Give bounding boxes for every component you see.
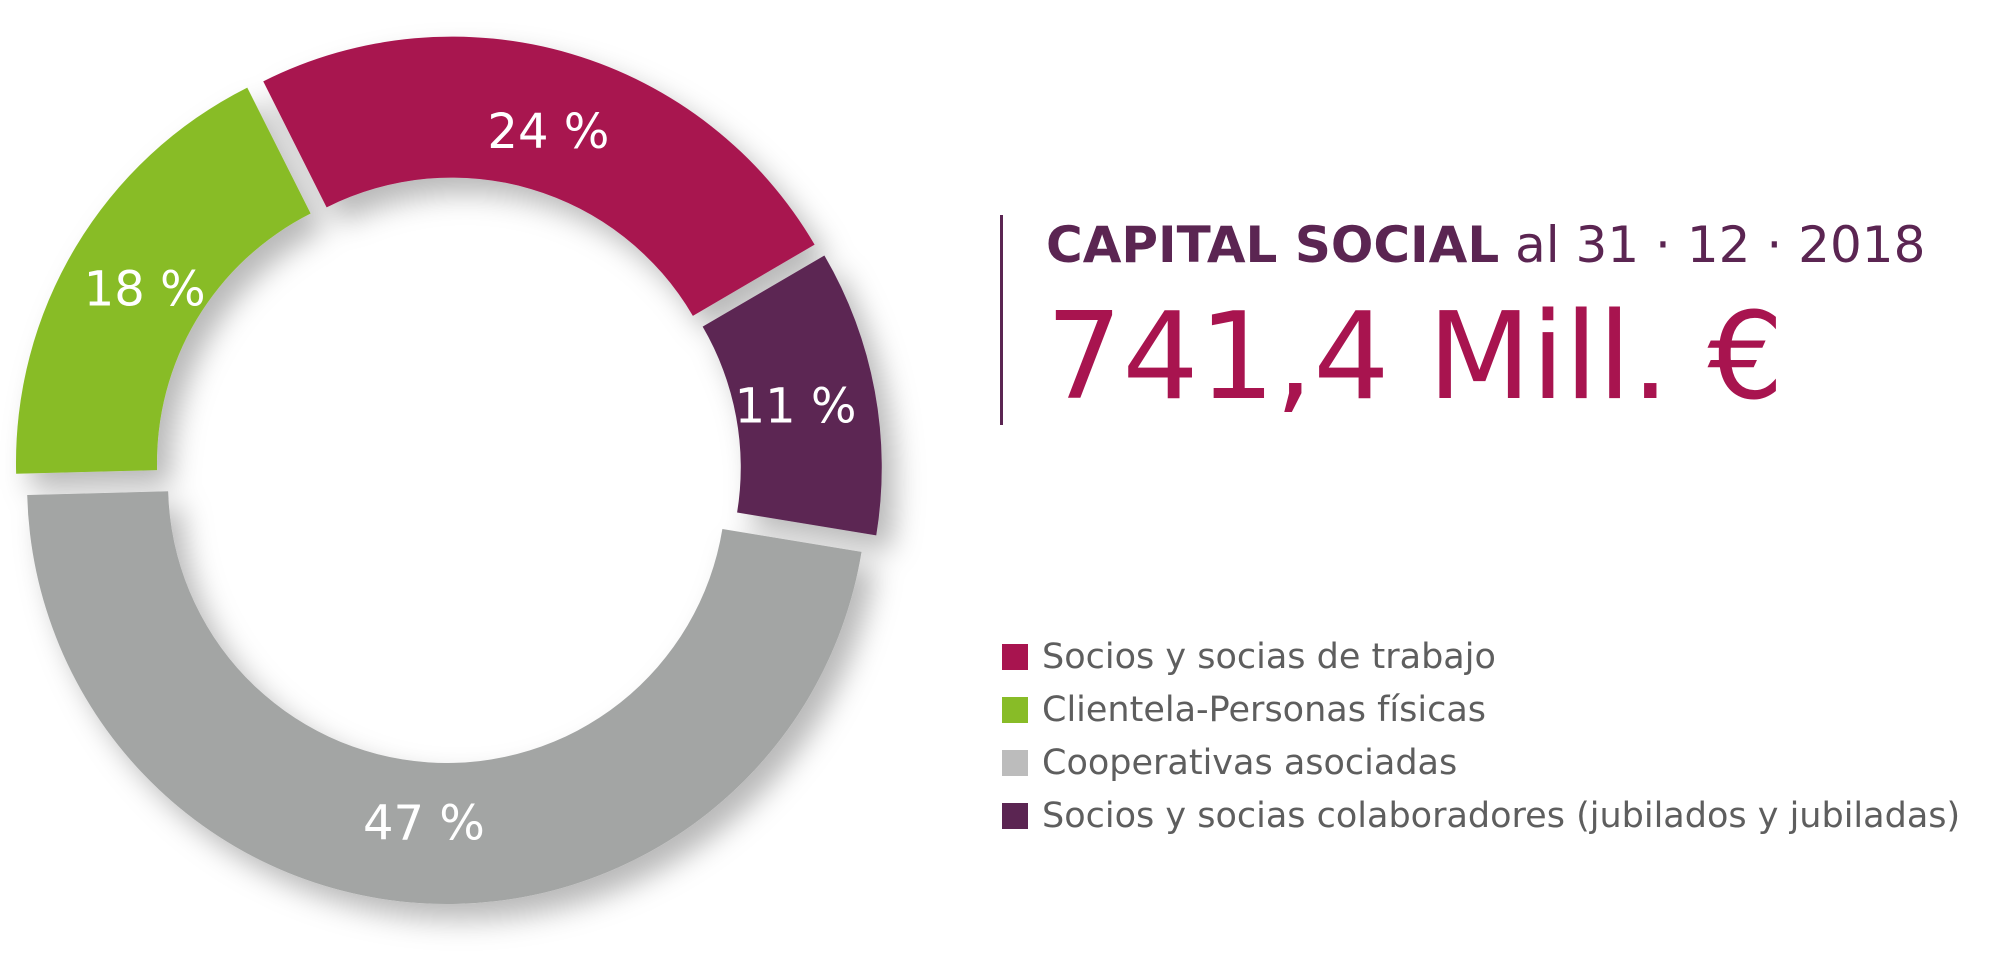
legend-label: Clientela-Personas físicas [1042,689,1487,730]
title-date: al 31 · 12 · 2018 [1515,216,1926,274]
legend-item: Clientela-Personas físicas [1002,683,1960,736]
legend-item: Cooperativas asociadas [1002,736,1960,789]
slice-label: 11 % [735,379,857,435]
slice-label: 47 % [363,796,485,852]
title-bold: CAPITAL SOCIAL [1046,216,1500,274]
legend-swatch [1002,749,1028,776]
slice-label: 18 % [84,261,206,317]
chart-header: CAPITAL SOCIAL al 31 · 12 · 2018 741,4 M… [1000,215,1925,425]
slice-label: 24 % [487,104,609,160]
legend-swatch [1002,696,1028,723]
legend-swatch [1002,643,1028,670]
legend-item: Socios y socias de trabajo [1002,630,1960,683]
donut-slice [15,87,311,474]
donut-chart: 24 % 11 % 47 % 18 % [15,36,882,904]
capital-amount: 741,4 Mill. € [1046,288,1784,427]
chart-legend: Socios y socias de trabajo Clientela-Per… [1002,630,1960,842]
legend-item: Socios y socias colaboradores (jubilados… [1002,789,1960,842]
donut-slice [263,36,815,316]
legend-label: Socios y socias de trabajo [1042,636,1496,677]
chart-title: CAPITAL SOCIAL al 31 · 12 · 2018 [1046,215,1925,275]
legend-label: Cooperativas asociadas [1042,742,1458,783]
legend-swatch [1002,802,1028,829]
donut-slice [27,491,862,904]
donut-slice [702,255,882,536]
legend-label: Socios y socias colaboradores (jubilados… [1042,795,1961,836]
